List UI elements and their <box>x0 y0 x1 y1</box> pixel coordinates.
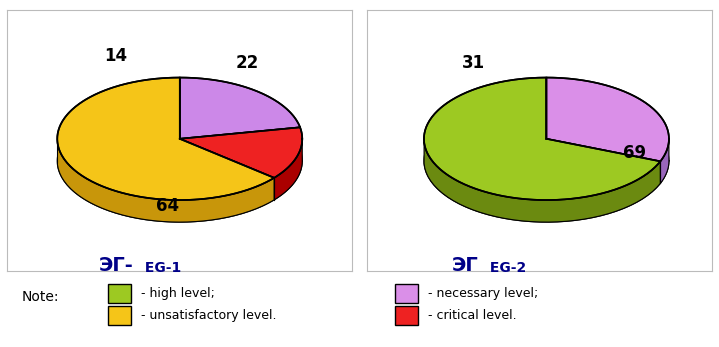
Text: EG-1: EG-1 <box>140 261 181 275</box>
Text: - high level;: - high level; <box>137 287 214 300</box>
Text: ЭГ-: ЭГ- <box>99 256 133 275</box>
Polygon shape <box>424 142 660 222</box>
Polygon shape <box>660 139 669 184</box>
Polygon shape <box>274 139 302 200</box>
Polygon shape <box>546 77 669 161</box>
Text: ЭГ: ЭГ <box>452 256 478 275</box>
Text: 64: 64 <box>156 197 179 215</box>
Text: - critical level.: - critical level. <box>424 309 517 322</box>
Polygon shape <box>424 77 660 200</box>
Text: 69: 69 <box>623 144 646 162</box>
Polygon shape <box>58 77 274 200</box>
Text: - unsatisfactory level.: - unsatisfactory level. <box>137 309 276 322</box>
Text: - necessary level;: - necessary level; <box>424 287 539 300</box>
Polygon shape <box>424 100 669 222</box>
Polygon shape <box>58 100 302 222</box>
Text: 22: 22 <box>236 54 259 72</box>
Text: 31: 31 <box>462 54 485 72</box>
Polygon shape <box>180 127 302 178</box>
Text: EG-2: EG-2 <box>485 261 526 275</box>
Polygon shape <box>58 143 274 222</box>
Polygon shape <box>180 77 300 139</box>
Text: Note:: Note: <box>22 290 59 304</box>
Text: 14: 14 <box>104 46 127 65</box>
